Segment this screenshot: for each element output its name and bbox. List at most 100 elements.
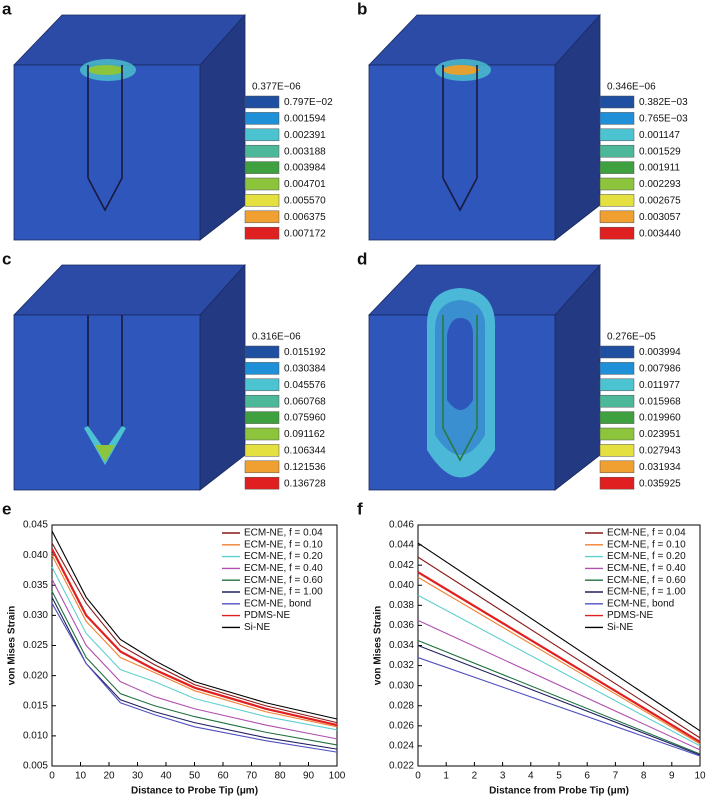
legend-label: 0.023951 [639, 429, 681, 440]
legend-swatch [244, 345, 280, 359]
legend-label: 0.030384 [284, 364, 326, 375]
legend-swatch [599, 427, 635, 441]
legend-swatch [599, 476, 635, 490]
series-line [51, 530, 338, 720]
y-tick-label: 0.030 [23, 610, 48, 621]
block-front [13, 314, 201, 491]
fem-panel: c 0.316E−06 0.015192 0.030384 0.045576 0.0607… [2, 249, 326, 491]
legend-label: 0.007172 [284, 228, 326, 239]
legend-label: ECM-NE, f = 0.10 [244, 539, 323, 550]
x-tick-label: 40 [160, 771, 172, 782]
legend-label: 0.002675 [639, 196, 681, 207]
legend-label: 0.136728 [284, 478, 326, 489]
legend-label: ECM-NE, f = 0.60 [244, 575, 323, 586]
legend-swatch [244, 378, 280, 392]
legend-title: 0.316E−06 [252, 332, 301, 343]
legend-label: 0.015968 [639, 396, 681, 407]
series-line [51, 603, 338, 753]
series-line [417, 542, 701, 732]
legend-title: 0.377E−06 [252, 82, 301, 93]
x-axis-label: Distance to Probe Tip (μm) [131, 786, 258, 797]
y-tick-label: 0.036 [389, 620, 414, 631]
legend-swatch [599, 161, 635, 174]
legend-swatch [244, 161, 280, 174]
legend-swatch [599, 226, 635, 240]
legend-swatch [599, 444, 635, 457]
legend-label: 0.004701 [284, 179, 326, 190]
legend-title: 0.346E−06 [607, 82, 656, 93]
legend-label: 0.031934 [639, 462, 681, 473]
legend-swatch [599, 394, 635, 408]
probe [442, 65, 478, 212]
x-tick-label: 80 [274, 771, 286, 782]
legend-label: ECM-NE, f = 0.40 [607, 563, 686, 574]
series-line [417, 571, 701, 743]
panel-label: c [2, 249, 11, 268]
y-tick-label: 0.022 [389, 761, 414, 772]
y-tick-label: 0.046 [389, 520, 414, 531]
legend-label: 0.006375 [284, 212, 326, 223]
legend-label: ECM-NE, bond [607, 598, 674, 609]
legend-swatch [244, 362, 280, 375]
y-tick-label: 0.034 [389, 640, 414, 651]
series-line [417, 657, 701, 757]
legend-label: 0.005570 [284, 196, 326, 207]
series-line [417, 576, 701, 745]
legend-label: 0.002293 [639, 179, 681, 190]
panel-label: a [2, 0, 12, 18]
legend-label: 0.091162 [284, 429, 325, 440]
y-tick-label: 0.030 [389, 680, 414, 691]
legend-label: ECM-NE, f = 0.60 [607, 575, 686, 586]
x-tick-label: 10 [75, 771, 87, 782]
y-tick-label: 0.015 [23, 700, 48, 711]
x-tick-label: 100 [329, 771, 346, 782]
legend-swatch [599, 210, 635, 224]
legend-swatch [599, 95, 635, 109]
fem-panel: b 0.346E−06 0.382E−03 0.765E−03 0.001147 0.00… [357, 0, 688, 241]
legend-swatch [599, 362, 635, 375]
x-tick-label: 30 [132, 771, 144, 782]
legend-swatch [599, 345, 635, 359]
legend-label: PDMS-NE [607, 610, 653, 621]
legend-label: ECM-NE, f = 1.00 [607, 587, 686, 598]
x-tick-label: 70 [246, 771, 258, 782]
legend-label: ECM-NE, bond [244, 598, 311, 609]
legend-label: 0.015192 [284, 347, 326, 358]
x-tick-label: 60 [217, 771, 229, 782]
legend-swatch [244, 460, 280, 474]
series-line [51, 566, 338, 731]
x-tick-label: 0 [415, 771, 421, 782]
contour [84, 426, 126, 465]
series-line [417, 619, 701, 751]
legend-label: 0.035925 [639, 478, 681, 489]
y-tick-label: 0.024 [389, 741, 414, 752]
legend-swatch [599, 112, 635, 125]
probe [442, 315, 478, 462]
series-line [417, 594, 701, 747]
legend-label: 0.003984 [284, 163, 326, 174]
x-tick-label: 2 [472, 771, 478, 782]
fem-panel: a 0.377E−06 0.797E−02 0.001594 0.002391 0.003… [2, 0, 333, 241]
legend-swatch [244, 177, 280, 191]
x-tick-label: 4 [528, 771, 534, 782]
legend-swatch [244, 476, 280, 490]
x-tick-label: 1 [443, 771, 449, 782]
legend-label: 0.003440 [639, 228, 681, 239]
y-tick-label: 0.020 [23, 670, 48, 681]
legend-label: 0.001147 [639, 130, 680, 141]
legend-label: 0.019960 [639, 413, 681, 424]
legend-swatch [244, 226, 280, 240]
legend-label: 0.003188 [284, 146, 326, 157]
panel-label: e [2, 499, 11, 518]
legend-label: 0.027943 [639, 446, 681, 457]
series-line [51, 591, 338, 746]
legend-label: ECM-NE, f = 0.20 [607, 551, 686, 562]
legend-label: 0.797E−02 [284, 97, 333, 108]
legend-swatch [599, 177, 635, 191]
x-tick-label: 3 [500, 771, 506, 782]
fem-panel: d 0.276E−05 0.003994 0.007986 0.011977 0.0159… [357, 249, 681, 491]
series-line [417, 556, 701, 739]
y-tick-label: 0.026 [389, 720, 414, 731]
legend-label: 0.003057 [639, 212, 681, 223]
